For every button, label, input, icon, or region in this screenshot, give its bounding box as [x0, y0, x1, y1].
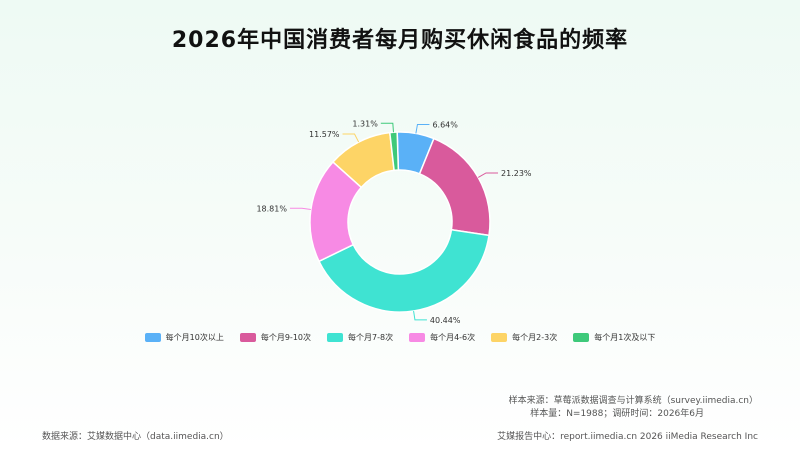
legend-item: 每个月10次以上 [144, 332, 224, 343]
legend-swatch [327, 333, 343, 342]
leader-line-4 [289, 207, 311, 211]
legend-item: 每个月7-8次 [327, 332, 393, 343]
legend-item: 每个月4-6次 [409, 332, 475, 343]
data-label-4: 18.81% [256, 204, 287, 213]
leader-line-2 [477, 172, 499, 178]
data-label-2: 21.23% [501, 169, 532, 178]
legend-label: 每个月4-6次 [430, 333, 476, 342]
legend-label: 每个月9-10次 [260, 333, 311, 342]
legend-label: 每个月7-8次 [348, 333, 394, 342]
legend-label: 每个月2-3次 [512, 333, 558, 342]
data-label-3: 40.44% [430, 316, 461, 325]
data-label-1: 6.64% [432, 121, 458, 130]
donut-slice-2 [418, 137, 491, 237]
legend-swatch [491, 333, 508, 342]
legend-label: 每个月1次及以下 [594, 333, 656, 342]
legend-item: 每个月1次及以下 [573, 332, 655, 343]
legend-swatch [239, 333, 256, 342]
legend-swatch [409, 333, 426, 342]
data-label-6: 1.31% [352, 119, 378, 128]
leader-line-5 [342, 133, 360, 143]
report-center-text: 艾媒报告中心：report.iimedia.cn 2026 iiMedia Re… [497, 432, 758, 442]
leader-line-1 [415, 124, 430, 134]
sample-size-text: 样本量：N=1988；调研时间：2026年6月 [530, 409, 704, 419]
legend-swatch [144, 333, 161, 342]
legend-item: 每个月2-3次 [491, 332, 557, 343]
chart-title: 2026年中国消费者每月购买休闲食品的频率 [171, 28, 629, 53]
donut-chart: 6.64% 21.23% 40.44% 18.81% 11.57% 1.31% [256, 119, 532, 325]
donut-slice-6 [388, 131, 400, 172]
data-source-text: 数据来源：艾媒数据中心（data.iimedia.cn） [42, 432, 229, 442]
legend-label: 每个月10次以上 [165, 333, 224, 342]
legend: 每个月10次以上 每个月9-10次 每个月7-8次 每个月4-6次 每个月2-3… [0, 332, 800, 343]
data-label-5: 11.57% [309, 130, 340, 139]
leader-line-6 [380, 122, 394, 133]
legend-item: 每个月9-10次 [239, 332, 311, 343]
sample-source-text: 样本来源：草莓派数据调查与计算系统（survey.iimedia.cn） [508, 396, 758, 406]
legend-swatch [573, 333, 590, 342]
donut-slice-3 [318, 228, 490, 313]
leader-line-3 [413, 310, 427, 321]
